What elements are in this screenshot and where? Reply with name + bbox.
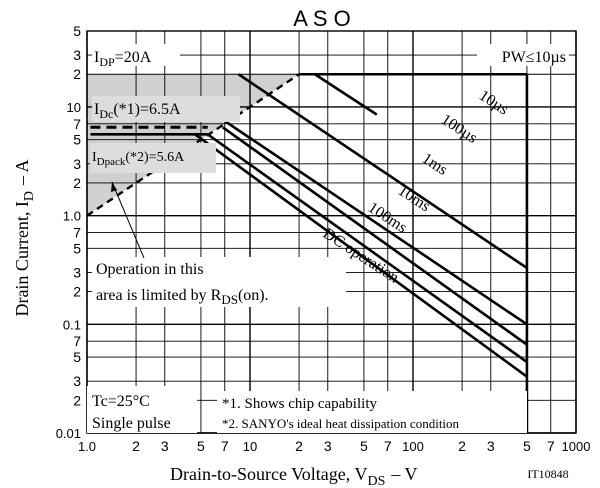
aso-curve xyxy=(218,116,528,326)
y-tick-label: 3 xyxy=(73,156,81,172)
y-tick-label: 2 xyxy=(73,175,81,191)
idp-label-value: =20A xyxy=(115,49,152,66)
x-axis-label-sub: DS xyxy=(367,474,385,488)
operation-note-line2-sub: DS xyxy=(221,292,238,307)
y-tick-label: 3 xyxy=(73,47,81,63)
operation-note-line1: Operation in this xyxy=(96,261,204,278)
y-tick-label: 5 xyxy=(73,132,81,148)
aso-curves xyxy=(194,73,528,378)
pw-label-bg xyxy=(477,44,569,66)
y-axis-label: Drain Current, ID – A xyxy=(12,159,37,316)
y-tick-label: 0.01 xyxy=(56,426,81,441)
x-tick-label: 5 xyxy=(197,438,205,454)
x-tick-label: 1.0 xyxy=(78,439,96,454)
note-2: *2. SANYO's ideal heat dissipation condi… xyxy=(222,416,460,431)
aso-curve xyxy=(237,73,528,270)
condition-pulse: Single pulse xyxy=(92,415,171,432)
x-tick-label: 7 xyxy=(547,438,555,454)
idp-label-i: I xyxy=(94,49,99,66)
idp-label-sub: DP xyxy=(99,55,115,69)
operation-note-bg xyxy=(92,257,346,307)
idp-label: IDP=20A xyxy=(94,49,152,69)
ron-boundary-line xyxy=(86,73,300,217)
x-axis-label-text: Drain-to-Source Voltage, V xyxy=(170,464,367,484)
y-tick-label: 7 xyxy=(73,333,81,349)
curve-label-10us: 10µs xyxy=(476,87,512,118)
x-tick-label: 3 xyxy=(324,438,332,454)
condition-tc: Tc=25°C xyxy=(92,393,150,410)
y-tick-label: 0.1 xyxy=(63,317,81,332)
operation-note-line2: area is limited by RDS(on). xyxy=(96,287,269,307)
limit-lines xyxy=(86,72,529,433)
idc-label-i: I xyxy=(94,101,99,118)
operation-note-line2-end: (on). xyxy=(238,287,269,304)
operation-note-line2-text: area is limited by R xyxy=(96,287,222,304)
idp-label-bg xyxy=(92,44,180,66)
operation-note-arrowhead xyxy=(111,182,117,192)
aso-curve xyxy=(206,133,528,364)
y-axis-label-text: Drain Current, I xyxy=(12,201,32,316)
y-tick-label: 2 xyxy=(73,66,81,82)
x-tick-label: 10 xyxy=(243,439,257,454)
x-tick-label: 100 xyxy=(402,439,424,454)
x-axis-label: Drain-to-Source Voltage, VDS – V xyxy=(170,464,418,488)
x-tick-label: 2 xyxy=(458,438,466,454)
curve-label-1ms: 1ms xyxy=(419,150,451,179)
chart-title: A S O xyxy=(293,6,350,31)
pw-label: PW≤10µs xyxy=(502,49,566,66)
curve-label-10ms: 10ms xyxy=(395,182,433,215)
x-tick-label: 7 xyxy=(221,438,229,454)
idpack-label-value: (*2)=5.6A xyxy=(125,150,185,165)
y-tick-label: 2 xyxy=(73,284,81,300)
x-tick-label: 5 xyxy=(360,438,368,454)
x-tick-label: 3 xyxy=(487,438,495,454)
x-tick-label: 7 xyxy=(384,438,392,454)
y-tick-label: 2 xyxy=(73,392,81,408)
x-tick-label: 2 xyxy=(132,438,140,454)
y-tick-label: 7 xyxy=(73,116,81,132)
idc-label-bg xyxy=(92,96,240,122)
y-tick-label: 5 xyxy=(73,23,81,39)
aso-curve xyxy=(194,133,528,378)
operation-note-pointer xyxy=(111,181,145,259)
y-tick-label: 5 xyxy=(73,349,81,365)
idpack-label-sub: Dpack xyxy=(97,156,126,168)
aso-curve xyxy=(221,126,528,346)
x-axis-label-unit: – V xyxy=(390,464,417,484)
curve-label-100us: 100µs xyxy=(438,111,480,147)
x-tick-label: 1000 xyxy=(562,439,591,454)
x-tick-label: 5 xyxy=(523,438,531,454)
idc-label-sub: Dc xyxy=(99,107,113,121)
idpack-label-bg xyxy=(90,143,216,173)
y-axis-label-sub: D xyxy=(22,191,37,201)
conditions-bg xyxy=(87,386,197,433)
idpack-label-i: I xyxy=(92,150,97,165)
tick-labels: 1.0 2 3 5 7 10 2 3 5 7 100 2 3 5 7 10005321075321.07532… xyxy=(56,23,591,454)
figure-id: IT10848 xyxy=(527,467,568,481)
aso-curve xyxy=(314,73,378,116)
notes-bg xyxy=(217,391,527,433)
y-tick-label: 3 xyxy=(73,264,81,280)
idc-label: IDc(*1)=6.5A xyxy=(94,101,181,121)
y-tick-label: 7 xyxy=(73,224,81,240)
y-tick-label: 1.0 xyxy=(63,209,81,224)
y-axis-label-unit: – A xyxy=(12,159,32,186)
note-1: *1. Shows chip capability xyxy=(222,396,377,412)
y-tick-label: 3 xyxy=(73,373,81,389)
idpack-label: IDpack(*2)=5.6A xyxy=(92,150,185,168)
y-tick-label: 5 xyxy=(73,240,81,256)
x-tick-label: 3 xyxy=(161,438,169,454)
y-tick-label: 10 xyxy=(67,100,81,115)
idc-label-value: (*1)=6.5A xyxy=(113,101,181,118)
x-tick-label: 2 xyxy=(295,438,303,454)
